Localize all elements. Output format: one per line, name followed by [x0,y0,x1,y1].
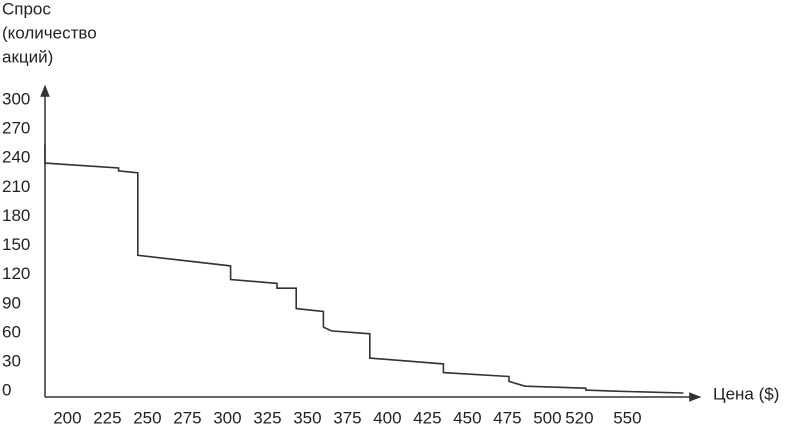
x-tick-label: 500 [533,408,561,427]
y-tick-label: 210 [2,177,30,196]
x-tick-label: 550 [613,408,641,427]
y-tick-label: 30 [2,351,21,370]
x-tick-label: 325 [253,408,281,427]
x-tick-label: 300 [213,408,241,427]
y-tick-label: 240 [2,148,30,167]
x-axis-label: Цена ($) [713,384,779,403]
y-axis-label: акций) [2,47,53,66]
x-tick-label: 425 [413,408,441,427]
y-tick-label: 90 [2,293,21,312]
x-tick-label: 225 [93,408,121,427]
x-tick-label: 475 [493,408,521,427]
x-tick-label: 450 [453,408,481,427]
y-tick-label: 300 [2,90,30,109]
y-tick-label: 60 [2,322,21,341]
x-tick-label: 350 [293,408,321,427]
demand-line [44,144,684,394]
y-tick-label: 270 [2,119,30,138]
x-tick-label: 520 [565,408,593,427]
y-tick-label: 180 [2,206,30,225]
y-axis-label: (количество [2,23,97,42]
x-tick-label: 375 [333,408,361,427]
y-axis-label: Спрос [2,0,51,18]
y-tick-label: 0 [2,381,11,400]
x-tick-label: 200 [53,408,81,427]
x-tick-label: 250 [133,408,161,427]
x-tick-label: 275 [173,408,201,427]
y-tick-label: 150 [2,235,30,254]
x-tick-label: 400 [373,408,401,427]
y-tick-label: 120 [2,264,30,283]
